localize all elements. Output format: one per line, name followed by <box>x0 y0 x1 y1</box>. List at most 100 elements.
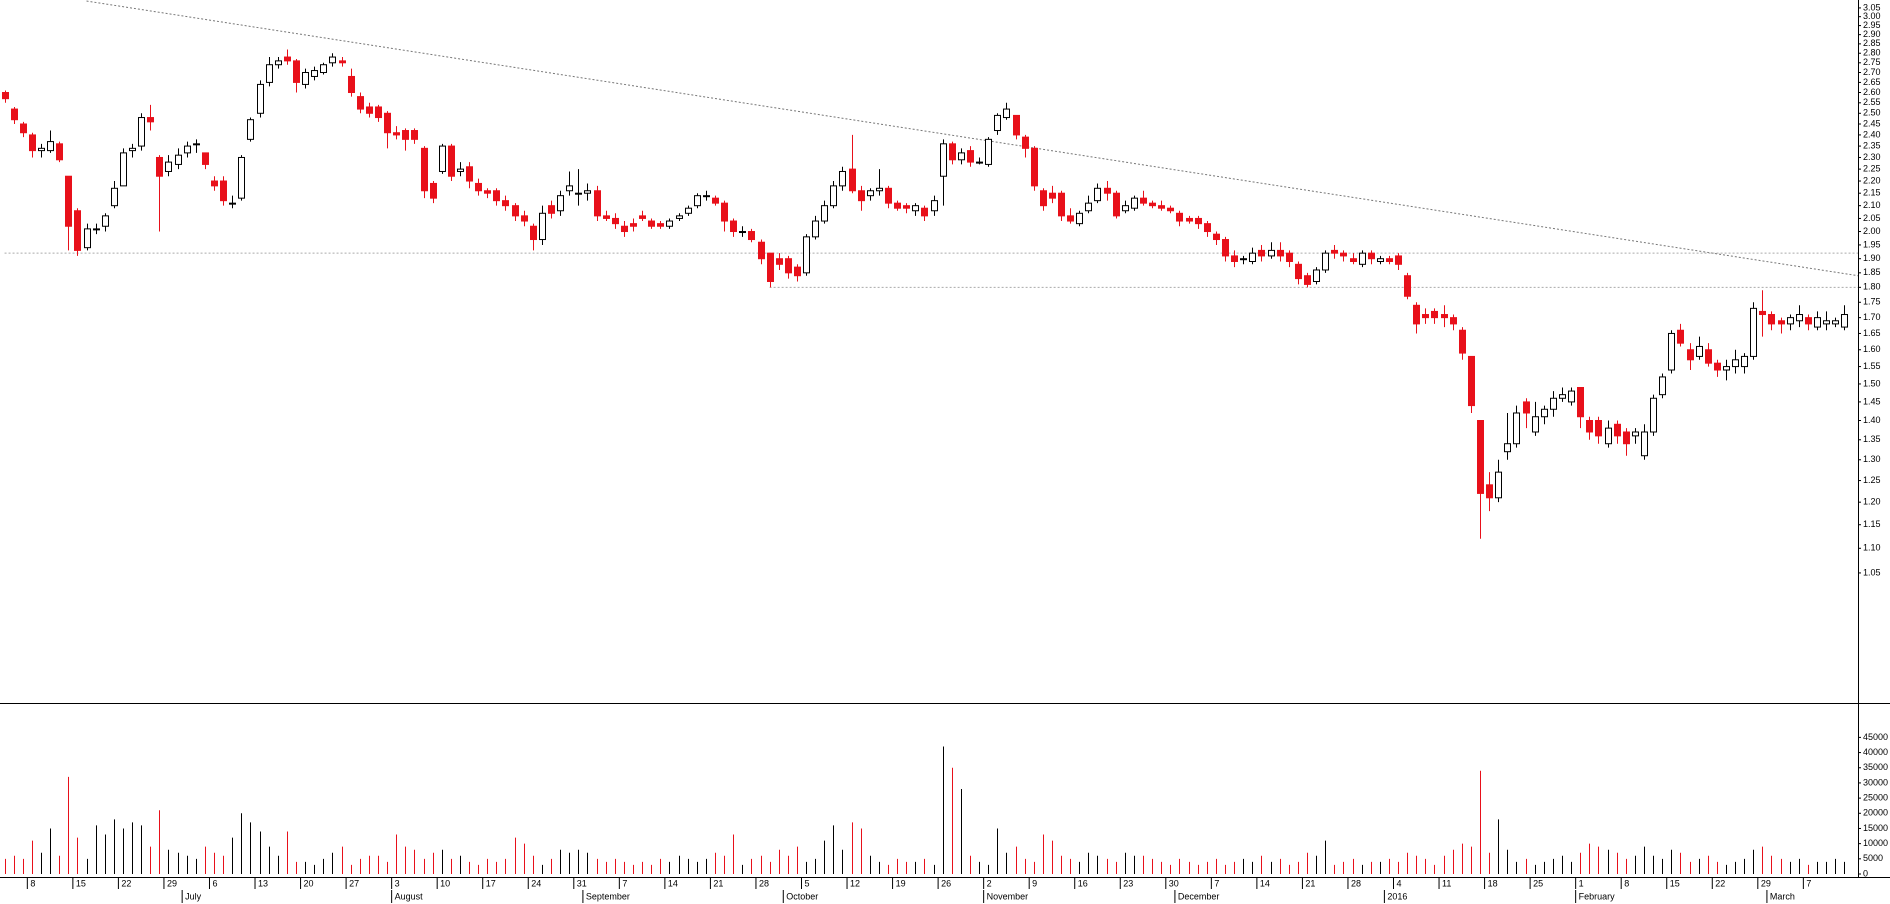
candle-body <box>220 180 227 202</box>
candle-body <box>1705 349 1712 364</box>
candle-body <box>1650 397 1657 433</box>
candle-body <box>1559 394 1566 399</box>
candle-body <box>375 106 382 119</box>
candle-body <box>38 147 45 152</box>
candle-body <box>603 215 610 219</box>
y-tick-label: 40000 <box>1863 747 1888 757</box>
candle-body <box>867 190 874 197</box>
candle-body <box>994 114 1001 132</box>
x-tick-label: 14 <box>668 878 678 888</box>
candle-body <box>1158 205 1165 209</box>
x-tick-label: 9 <box>1032 878 1037 888</box>
x-tick-label: 30 <box>1169 878 1179 888</box>
x-tick-label: 14 <box>1260 878 1270 888</box>
y-tick-label: 2.15 <box>1863 188 1881 198</box>
candle-body <box>1286 252 1293 262</box>
x-tick-label: 27 <box>349 878 359 888</box>
candle-body <box>548 205 555 214</box>
candle-body <box>247 119 254 140</box>
candle-body <box>967 150 974 163</box>
candle-body <box>630 223 637 227</box>
x-tick-label: 17 <box>486 878 496 888</box>
x-tick-label: 20 <box>304 878 314 888</box>
candle-body <box>1022 136 1029 149</box>
candle-body <box>1277 249 1284 257</box>
candle-body <box>129 147 136 152</box>
candle-body <box>302 72 309 85</box>
candle-body <box>1486 484 1493 499</box>
candle-body <box>858 190 865 202</box>
candle-body <box>530 225 537 241</box>
candle-body <box>785 258 792 274</box>
y-tick-label: 5000 <box>1863 853 1883 863</box>
x-tick-label: 23 <box>1123 878 1133 888</box>
candle-body <box>1231 255 1238 262</box>
candle-body <box>1359 252 1366 265</box>
y-tick-label: 2.55 <box>1863 97 1881 107</box>
candle-body <box>165 161 172 172</box>
y-tick-label: 15000 <box>1863 823 1888 833</box>
candle-body <box>1714 362 1721 371</box>
candle-body <box>1550 397 1557 410</box>
candle-body <box>138 117 145 147</box>
candle-body <box>475 182 482 192</box>
candle-body <box>1340 252 1347 257</box>
candle-body <box>921 207 928 217</box>
y-tick-label: 2.40 <box>1863 129 1881 139</box>
candle-body <box>1805 317 1812 325</box>
y-tick-label: 2.75 <box>1863 57 1881 67</box>
candle-body <box>1395 255 1402 265</box>
candle-body <box>903 205 910 209</box>
candle-body <box>1085 202 1092 212</box>
y-tick-label: 2.00 <box>1863 226 1881 236</box>
x-tick-label: 11 <box>1442 878 1451 888</box>
y-tick-label: 20000 <box>1863 808 1888 818</box>
candle-body <box>120 152 127 187</box>
candle-body <box>958 152 965 161</box>
candle-body <box>1322 252 1329 271</box>
x-tick-label: 13 <box>258 878 268 888</box>
y-tick-label: 2.90 <box>1863 29 1881 39</box>
candle-body <box>1495 471 1502 499</box>
x-tick-label: 15 <box>76 878 86 888</box>
candle-body <box>1304 275 1311 285</box>
x-tick-label: 3 <box>395 878 400 888</box>
y-tick-label: 1.05 <box>1863 567 1881 577</box>
y-tick-label: 1.80 <box>1863 282 1881 292</box>
candle-body <box>1268 249 1275 257</box>
y-tick-label: 2.95 <box>1863 20 1881 30</box>
candle-body <box>1249 252 1256 262</box>
y-tick-label: 0 <box>1863 868 1868 878</box>
candle-body <box>685 207 692 214</box>
month-label: October <box>786 891 818 901</box>
candle-body <box>566 185 573 192</box>
y-tick-label: 1.50 <box>1863 378 1881 388</box>
y-tick-label: 2.60 <box>1863 87 1881 97</box>
candle-body <box>484 190 491 194</box>
candle-body <box>1350 258 1357 262</box>
candle-body <box>612 217 619 225</box>
x-tick-label: 24 <box>531 878 541 888</box>
month-label: July <box>185 891 202 901</box>
candle-body <box>1586 420 1593 433</box>
candle-body <box>1605 427 1612 445</box>
candle-body <box>1076 212 1083 225</box>
candle-body <box>466 166 473 182</box>
candle-body <box>803 236 810 274</box>
candle-body <box>1058 192 1065 217</box>
candle-body <box>794 266 801 277</box>
candle-body <box>1122 205 1129 212</box>
candle-body <box>1094 187 1101 202</box>
y-tick-label: 2.45 <box>1863 118 1881 128</box>
candle-body <box>1623 431 1630 445</box>
candle-body <box>666 220 673 227</box>
candle-body <box>1204 223 1211 233</box>
candle-body <box>876 187 883 192</box>
y-tick-label: 1.95 <box>1863 239 1881 249</box>
candle-body <box>320 64 327 74</box>
candle-body <box>594 190 601 217</box>
y-tick-label: 1.20 <box>1863 497 1881 507</box>
candle-body <box>721 202 728 222</box>
x-tick-label: 16 <box>1078 878 1088 888</box>
